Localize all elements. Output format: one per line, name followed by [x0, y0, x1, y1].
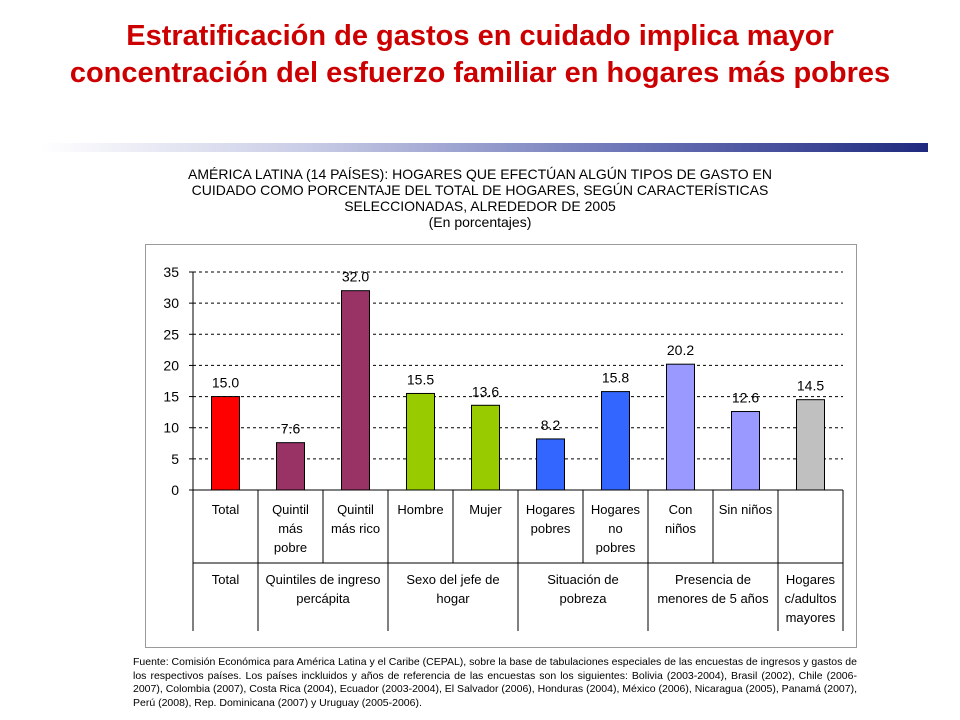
title-divider: [40, 143, 928, 152]
subtitle-line: AMÉRICA LATINA (14 PAÍSES): HOGARES QUE …: [188, 166, 772, 182]
category-label: Total: [212, 502, 240, 517]
category-label: Con: [669, 502, 693, 517]
group-label: Situación de: [547, 572, 619, 587]
category-label: Hombre: [397, 502, 443, 517]
subtitle-line: SELECCIONADAS, ALREDEDOR DE 2005: [344, 198, 616, 214]
data-label: 14.5: [797, 378, 824, 394]
y-tick-label: 30: [163, 295, 179, 311]
data-label: 15.0: [212, 375, 239, 391]
category-label: niños: [665, 521, 697, 536]
subtitle-units: (En porcentajes): [428, 214, 532, 230]
chart-container: 0 5 10 15 20 25 30 35 15.0 Total 7.6 Quintil más pobr…: [145, 244, 857, 648]
group-label: menores de 5 años: [657, 591, 769, 606]
category-label: pobres: [596, 540, 636, 555]
group-label: c/adultos: [784, 591, 837, 606]
data-label: 8.2: [541, 417, 561, 433]
y-tick-label: 25: [163, 326, 179, 342]
group-label: mayores: [786, 610, 836, 625]
group-label: Hogares: [786, 572, 836, 587]
bar: [276, 442, 305, 491]
group-label: hogar: [436, 591, 470, 606]
category-label: Quintil: [272, 502, 309, 517]
group-label: Quintiles de ingreso: [266, 572, 381, 587]
category-label: pobre: [274, 540, 307, 555]
category-label: Quintil: [337, 502, 374, 517]
category-label: Sin niños: [719, 502, 773, 517]
group-label: Total: [212, 572, 240, 587]
data-label: 12.6: [732, 390, 759, 406]
subtitle-line: CUIDADO COMO PORCENTAJE DEL TOTAL DE HOG…: [191, 182, 769, 198]
bar: [536, 438, 565, 491]
group-label: percápita: [296, 591, 350, 606]
category-label: más: [278, 521, 303, 536]
data-label: 20.2: [667, 342, 694, 358]
category-label: Hogares: [591, 502, 641, 517]
data-label: 15.8: [602, 370, 629, 386]
category-label: no: [608, 521, 622, 536]
bar: [471, 404, 500, 491]
category-label: pobres: [531, 521, 571, 536]
source-note: Fuente: Comisión Económica para América …: [133, 656, 857, 709]
category-label: más rico: [331, 521, 380, 536]
bar: [796, 399, 825, 491]
bar: [341, 290, 370, 491]
bar: [211, 396, 240, 491]
chart-subtitle: AMÉRICA LATINA (14 PAÍSES): HOGARES QUE …: [140, 166, 820, 230]
y-tick-label: 35: [163, 264, 179, 280]
y-tick-label: 20: [163, 357, 179, 373]
y-tick-label: 15: [163, 389, 179, 405]
group-label: Sexo del jefe de: [406, 572, 499, 587]
data-label: 15.5: [407, 371, 434, 387]
bar: [731, 411, 760, 491]
category-label: Hogares: [526, 502, 576, 517]
y-tick-label: 5: [171, 451, 179, 467]
bar: [666, 363, 695, 491]
bar: [406, 392, 435, 491]
bar: [601, 391, 630, 491]
category-label: Mujer: [469, 502, 502, 517]
data-label: 32.0: [342, 269, 369, 285]
y-tick-label: 10: [163, 420, 179, 436]
page-title: Estratificación de gastos en cuidado imp…: [69, 20, 891, 89]
data-label: 13.6: [472, 383, 499, 399]
group-label: Presencia de: [675, 572, 751, 587]
data-label: 7.6: [281, 421, 301, 437]
y-tick-label: 0: [171, 482, 179, 498]
group-label: pobreza: [560, 591, 608, 606]
bar-chart: 0 5 10 15 20 25 30 35 15.0 Total 7.6 Quintil más pobr…: [163, 264, 844, 631]
